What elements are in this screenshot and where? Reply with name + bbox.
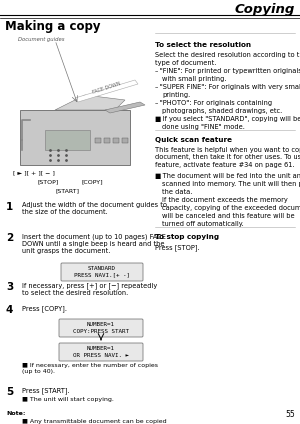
Text: If necessary, press [+] or [−] repeatedly
to select the desired resolution.: If necessary, press [+] or [−] repeatedl… [22, 282, 157, 296]
Text: 1: 1 [6, 202, 13, 212]
Text: 55: 55 [285, 410, 295, 419]
Bar [20, 110, 130, 165]
FancyBboxPatch shape [59, 343, 143, 361]
Text: ■ If necessary, enter the number of copies
(up to 40).: ■ If necessary, enter the number of copi… [22, 363, 158, 374]
Polygon shape [55, 95, 125, 110]
Text: photographs, shaded drawings, etc.: photographs, shaded drawings, etc. [162, 108, 282, 114]
Text: 2: 2 [6, 233, 13, 243]
Text: Making a copy: Making a copy [5, 20, 100, 33]
Text: Note:: Note: [6, 411, 26, 416]
Bar [45, 130, 90, 150]
Text: Document guides: Document guides [18, 37, 64, 42]
Text: FACE DOWN: FACE DOWN [92, 81, 122, 95]
Text: Insert the document (up to 10 pages) FACE
DOWN until a single beep is heard and : Insert the document (up to 10 pages) FAC… [22, 233, 166, 254]
Text: – "SUPER FINE": For originals with very small: – "SUPER FINE": For originals with very … [155, 84, 300, 90]
Bar [122, 138, 128, 143]
Text: 5: 5 [6, 387, 13, 397]
Bar [104, 138, 110, 143]
Text: [START]: [START] [55, 188, 79, 193]
Text: Press [COPY].: Press [COPY]. [22, 305, 67, 312]
Text: Press [STOP].: Press [STOP]. [155, 244, 200, 251]
Text: the data.: the data. [162, 189, 192, 195]
Text: capacity, copying of the exceeded document: capacity, copying of the exceeded docume… [162, 205, 300, 211]
Text: To select the resolution: To select the resolution [155, 42, 251, 48]
Text: [COPY]: [COPY] [82, 179, 104, 184]
Text: ■ The document will be fed into the unit and: ■ The document will be fed into the unit… [155, 173, 300, 179]
Text: printing.: printing. [162, 92, 190, 98]
Text: Press [START].: Press [START]. [22, 387, 70, 394]
Text: done using "FINE" mode.: done using "FINE" mode. [162, 124, 245, 130]
Text: ■ If you select "STANDARD", copying will be: ■ If you select "STANDARD", copying will… [155, 116, 300, 122]
Text: [ ► ][ + ][ − ]: [ ► ][ + ][ − ] [13, 170, 55, 175]
Text: ■ Any transmittable document can be copied
(page 45).: ■ Any transmittable document can be copi… [22, 419, 167, 424]
Text: turned off automatically.: turned off automatically. [162, 221, 244, 227]
Text: ■ The unit will start copying.: ■ The unit will start copying. [22, 397, 114, 402]
Text: [STOP]: [STOP] [38, 179, 59, 184]
FancyBboxPatch shape [59, 319, 143, 337]
Text: 3: 3 [6, 282, 13, 292]
Text: Quick scan feature: Quick scan feature [155, 137, 232, 143]
Text: NUMBER=1
OR PRESS NAVI. ►: NUMBER=1 OR PRESS NAVI. ► [73, 346, 129, 357]
Text: NUMBER=1
COPY:PRESS START: NUMBER=1 COPY:PRESS START [73, 322, 129, 334]
Text: Select the desired resolution according to the
type of document.: Select the desired resolution according … [155, 52, 300, 65]
Text: 4: 4 [6, 305, 14, 315]
Bar [95, 138, 101, 143]
Text: If the document exceeds the memory: If the document exceeds the memory [162, 197, 288, 203]
Text: scanned into memory. The unit will then print: scanned into memory. The unit will then … [162, 181, 300, 187]
Polygon shape [75, 80, 138, 102]
Text: with small printing.: with small printing. [162, 76, 226, 82]
Text: Adjust the width of the document guides to
the size of the document.: Adjust the width of the document guides … [22, 202, 167, 215]
Text: To stop copying: To stop copying [155, 234, 219, 240]
Text: – "FINE": For printed or typewritten originals: – "FINE": For printed or typewritten ori… [155, 68, 300, 74]
Bar [113, 138, 119, 143]
Text: This feature is helpful when you want to copy the
document, then take it for oth: This feature is helpful when you want to… [155, 147, 300, 168]
Polygon shape [105, 102, 145, 113]
FancyBboxPatch shape [61, 263, 143, 281]
Text: STANDARD
PRESS NAVI.[+ -]: STANDARD PRESS NAVI.[+ -] [74, 266, 130, 278]
Text: – "PHOTO": For originals containing: – "PHOTO": For originals containing [155, 100, 272, 106]
Text: will be canceled and this feature will be: will be canceled and this feature will b… [162, 213, 295, 219]
Text: Copying: Copying [235, 3, 295, 16]
